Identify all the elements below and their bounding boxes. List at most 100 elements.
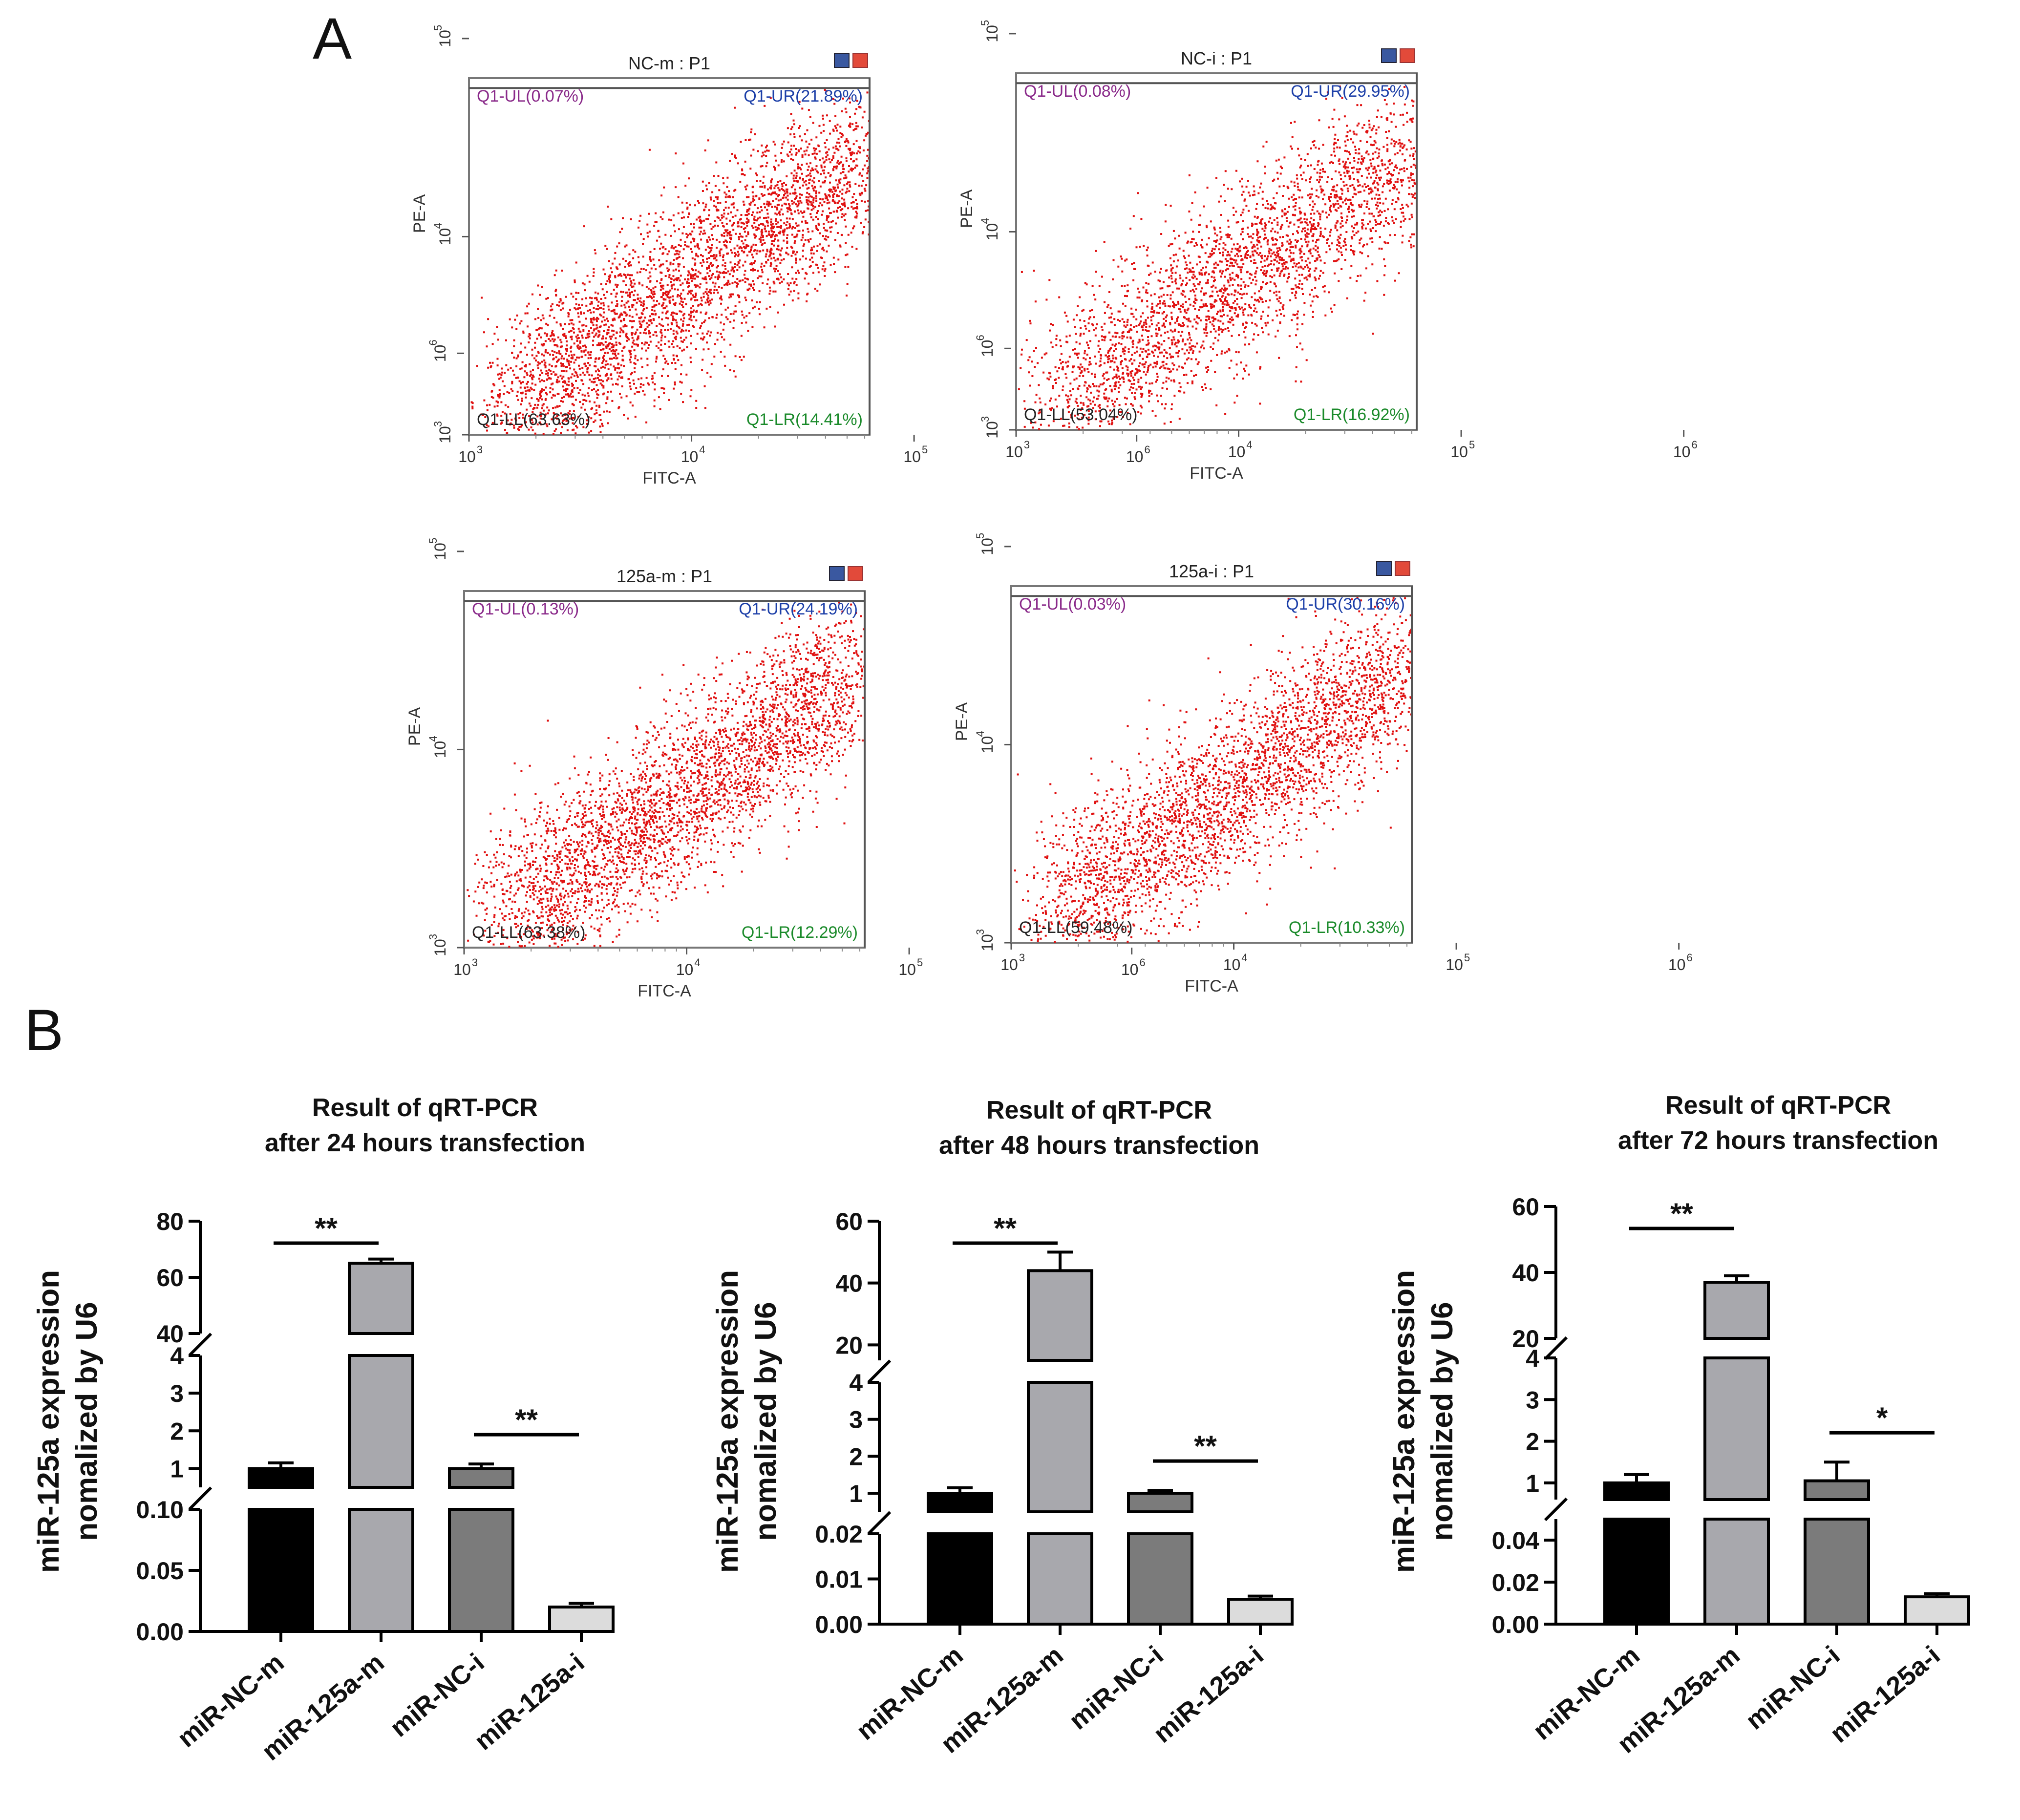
bar-mir-125a-m-seg-2	[1703, 1356, 1770, 1501]
quadrant-ur-label: Q1-UR(24.19%)	[739, 600, 858, 618]
x-tick-label: 10	[1126, 448, 1144, 466]
significance-label: *	[1876, 1401, 1888, 1434]
y-tick-label: 0.00	[1492, 1611, 1539, 1638]
quadrant-lr-label: Q1-LR(12.29%)	[742, 923, 858, 942]
y-tick-label: 1	[170, 1455, 184, 1482]
y-tick-label: 10	[983, 421, 1001, 439]
bar-mir-nc-m-seg-1	[248, 1508, 314, 1633]
quadrant-ul-label: Q1-UL(0.08%)	[1024, 82, 1131, 101]
y-axis: 0.00 0.01 0.02 1 2 3 4 20 40 60	[815, 1208, 892, 1638]
bar-mir-nc-i-seg-2	[448, 1467, 514, 1489]
close-icon	[848, 566, 863, 581]
x-axis-ticks: 10 3 10 4 10 5 10 6	[1005, 430, 1698, 461]
y-tick-label: 20	[835, 1332, 863, 1359]
quadrant-lr-label: Q1-LR(14.41%)	[746, 410, 863, 429]
y-tick-label: 10	[431, 345, 449, 362]
y-tick-label: 10	[436, 426, 454, 444]
bar-mir-nc-m-seg-2	[927, 1492, 993, 1513]
plot-title: 125a-m : P1	[617, 566, 712, 586]
y-tick-label: 10	[436, 228, 454, 246]
charts-layer: NC-m : P1 Q1-UL(0.07%) Q1-UR(21.89%) Q1-LL(…	[32, 20, 1970, 1766]
bar-mir-nc-i-seg-1	[1127, 1532, 1193, 1626]
y-tick-label: 40	[1512, 1259, 1539, 1287]
y-tick-exponent: 6	[974, 335, 986, 340]
x-tick-exponent: 3	[477, 444, 483, 456]
significance-label: **	[1194, 1430, 1217, 1462]
y-tick-exponent: 4	[979, 218, 991, 224]
y-tick-label: 0.02	[815, 1521, 863, 1548]
x-tick-exponent: 4	[694, 956, 700, 969]
x-axis-label: FITC-A	[1190, 464, 1243, 483]
quadrant-ll-label: Q1-LL(53.04%)	[1024, 405, 1137, 424]
y-axis-label-line-1: miR-125a expression	[32, 1270, 65, 1573]
y-tick-label: 0.01	[815, 1566, 863, 1593]
x-tick-exponent: 6	[1692, 439, 1698, 451]
chart-title-line-1: Result of qRT-PCR	[312, 1094, 538, 1122]
x-axis-ticks: 10 3 10 4 10 5 10 6	[458, 435, 1150, 466]
y-tick-exponent: 4	[974, 731, 986, 737]
y-tick-label: 10	[431, 939, 449, 956]
x-tick-exponent: 6	[1687, 952, 1693, 964]
chart-title-line-2: after 24 hours transfection	[265, 1129, 585, 1157]
bar-mir-125a-m-seg-2	[348, 1354, 414, 1489]
bar-mir-nc-i-seg-2	[1804, 1479, 1870, 1502]
y-tick-label: 0.10	[136, 1496, 184, 1524]
y-tick-label: 0.00	[815, 1611, 863, 1638]
chart-title-line-1: Result of qRT-PCR	[1665, 1091, 1891, 1120]
y-tick-label: 40	[835, 1270, 863, 1297]
x-tick-exponent: 5	[917, 956, 923, 969]
x-tick-exponent: 3	[1019, 952, 1025, 964]
y-axis-label-line-1: miR-125a expression	[1387, 1270, 1421, 1573]
plot-frame	[468, 77, 871, 436]
x-tick-exponent: 3	[472, 956, 478, 969]
x-tick-exponent: 4	[1241, 952, 1247, 964]
plot-title: NC-i : P1	[1181, 48, 1252, 68]
x-tick-label: miR-125a-i	[1148, 1640, 1269, 1749]
x-tick-exponent: 6	[1145, 444, 1150, 456]
bar-mir-nc-i-seg-2	[1127, 1492, 1193, 1513]
x-tick-label: 10	[1000, 956, 1018, 973]
y-tick-label: 3	[849, 1406, 863, 1434]
x-tick-label: miR-NC-i	[1063, 1640, 1169, 1735]
y-axis: 0.00 0.05 0.10 1 2 3 440 60 80	[136, 1208, 213, 1646]
x-tick-exponent: 3	[1024, 439, 1030, 451]
quadrant-ll-label: Q1-LL(63.63%)	[477, 410, 590, 429]
bar-mir-nc-i-seg-1	[1804, 1518, 1870, 1626]
x-tick-label: 10	[1668, 956, 1686, 973]
y-tick-label: 3	[170, 1380, 184, 1407]
quadrant-ul-label: Q1-UL(0.03%)	[1019, 595, 1126, 614]
x-tick-label: miR-125a-i	[1825, 1640, 1946, 1749]
y-tick-label: 60	[835, 1208, 863, 1235]
bars	[927, 1250, 1294, 1626]
bar-mir-125a-m-seg-3	[1703, 1281, 1770, 1340]
x-axis-ticks: 10 3 10 4 10 5 10 6	[1000, 943, 1693, 973]
y-tick-label: 10	[978, 340, 996, 358]
y-tick-label: 0.05	[136, 1557, 184, 1585]
quadrant-lr-label: Q1-LR(10.33%)	[1289, 918, 1405, 937]
bars	[248, 1257, 615, 1633]
y-tick-exponent: 5	[974, 533, 986, 539]
x-tick-label: 10	[1450, 443, 1468, 461]
bar-chart-3: Result of qRT-PCR after 72 hours transfec…	[1387, 1091, 1970, 1759]
bar-mir-125a-m-seg-2	[1027, 1381, 1093, 1513]
y-tick-label: 20	[1512, 1325, 1539, 1353]
y-axis-label: PE-A	[957, 189, 976, 228]
y-tick-label: 0.04	[1492, 1527, 1540, 1554]
dots-ll	[1014, 596, 1412, 943]
chart-title-line-1: Result of qRT-PCR	[986, 1096, 1212, 1124]
y-tick-label: 60	[1512, 1193, 1539, 1221]
bar-mir-nc-m-seg-2	[248, 1467, 314, 1489]
x-tick-label: 10	[458, 448, 476, 466]
event-dots	[470, 89, 870, 435]
quadrant-ll-label: Q1-LL(63.38%)	[472, 923, 585, 942]
bar-mir-125a-m-seg-3	[1027, 1269, 1093, 1362]
dots-ll	[470, 89, 870, 435]
close-icon	[1400, 48, 1415, 63]
y-axis-label-line-2: nomalized by U6	[749, 1302, 783, 1541]
y-tick-label: 10	[983, 223, 1001, 241]
y-tick-label: 80	[156, 1208, 184, 1235]
y-tick-exponent: 5	[427, 538, 439, 544]
event-dots	[1014, 596, 1412, 943]
